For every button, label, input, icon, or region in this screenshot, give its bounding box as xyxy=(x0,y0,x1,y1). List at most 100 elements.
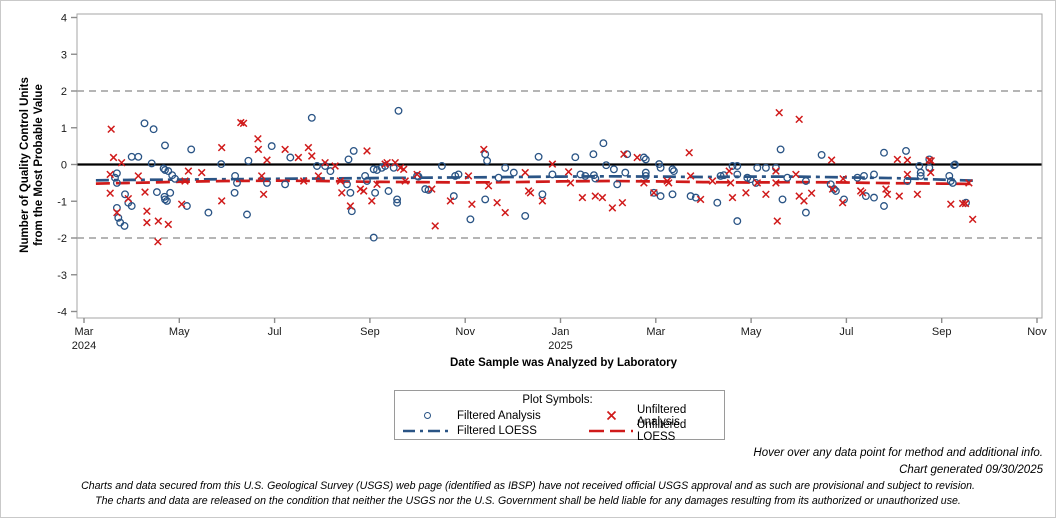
filtered-analysis-point[interactable] xyxy=(641,171,650,180)
filtered-analysis-point[interactable] xyxy=(161,195,169,204)
filtered-analysis-point[interactable] xyxy=(649,188,658,197)
unfiltered-analysis-point[interactable] xyxy=(184,167,193,175)
unfiltered-analysis-point[interactable] xyxy=(578,193,587,202)
filtered-analysis-point[interactable] xyxy=(363,177,371,185)
filtered-analysis-point[interactable] xyxy=(948,178,957,187)
filtered-analysis-point[interactable] xyxy=(719,171,728,180)
unfiltered-analysis-point[interactable] xyxy=(883,190,892,199)
filtered-analysis-point[interactable] xyxy=(111,173,119,182)
filtered-analysis-point[interactable] xyxy=(187,145,196,154)
unfiltered-analysis-point[interactable] xyxy=(686,172,695,180)
filtered-analysis-point[interactable] xyxy=(641,155,650,164)
unfiltered-analysis-point[interactable] xyxy=(620,150,628,159)
unfiltered-analysis-point[interactable] xyxy=(484,181,493,190)
unfiltered-analysis-point[interactable] xyxy=(217,143,226,152)
unfiltered-analysis-point[interactable] xyxy=(164,220,173,229)
unfiltered-analysis-point[interactable] xyxy=(399,165,408,174)
filtered-analysis-point[interactable] xyxy=(217,160,226,169)
filtered-analysis-point[interactable] xyxy=(307,113,316,122)
unfiltered-analysis-point[interactable] xyxy=(106,170,115,179)
unfiltered-analysis-point[interactable] xyxy=(807,189,816,198)
unfiltered-analysis-point[interactable] xyxy=(664,179,673,187)
filtered-analysis-point[interactable] xyxy=(716,171,725,180)
filtered-analysis-point[interactable] xyxy=(349,146,358,155)
filtered-analysis-point[interactable] xyxy=(112,178,121,187)
filtered-analysis-point[interactable] xyxy=(686,192,695,201)
filtered-analysis-point[interactable] xyxy=(840,195,848,204)
filtered-analysis-point[interactable] xyxy=(538,190,547,199)
unfiltered-analysis-point[interactable] xyxy=(259,190,268,199)
unfiltered-analysis-point[interactable] xyxy=(650,188,658,197)
unfiltered-analysis-point[interactable] xyxy=(134,172,143,180)
unfiltered-analysis-point[interactable] xyxy=(965,179,973,187)
filtered-analysis-point[interactable] xyxy=(801,208,810,217)
unfiltered-analysis-point[interactable] xyxy=(882,185,890,193)
unfiltered-analysis-point[interactable] xyxy=(526,188,535,197)
filtered-analysis-point[interactable] xyxy=(369,165,378,174)
unfiltered-analysis-point[interactable] xyxy=(217,197,226,205)
filtered-analysis-point[interactable] xyxy=(437,162,446,170)
filtered-analysis-point[interactable] xyxy=(481,150,490,159)
unfiltered-analysis-point[interactable] xyxy=(772,179,780,187)
unfiltered-analysis-point[interactable] xyxy=(685,148,694,157)
unfiltered-analysis-point[interactable] xyxy=(346,202,355,210)
filtered-analysis-point[interactable] xyxy=(120,221,129,230)
filtered-analysis-point[interactable] xyxy=(384,187,393,195)
unfiltered-analysis-point[interactable] xyxy=(946,200,955,209)
filtered-analysis-point[interactable] xyxy=(581,171,590,180)
filtered-analysis-point[interactable] xyxy=(880,202,888,210)
unfiltered-analysis-point[interactable] xyxy=(772,167,780,175)
filtered-analysis-point[interactable] xyxy=(421,185,430,194)
filtered-analysis-point[interactable] xyxy=(267,142,276,151)
unfiltered-analysis-point[interactable] xyxy=(926,168,935,177)
unfiltered-analysis-point[interactable] xyxy=(726,179,735,187)
filtered-analysis-point[interactable] xyxy=(286,153,295,162)
unfiltered-analysis-point[interactable] xyxy=(800,197,808,205)
unfiltered-analysis-point[interactable] xyxy=(961,199,970,208)
filtered-analysis-point[interactable] xyxy=(501,163,510,172)
unfiltered-analysis-point[interactable] xyxy=(753,179,762,187)
filtered-analysis-point[interactable] xyxy=(494,173,503,182)
filtered-analysis-point[interactable] xyxy=(861,192,870,201)
filtered-analysis-point[interactable] xyxy=(753,163,762,172)
filtered-analysis-point[interactable] xyxy=(830,185,838,194)
unfiltered-analysis-point[interactable] xyxy=(263,156,271,164)
filtered-analysis-point[interactable] xyxy=(613,180,622,189)
unfiltered-analysis-point[interactable] xyxy=(598,193,607,202)
filtered-analysis-point[interactable] xyxy=(112,169,121,178)
unfiltered-analysis-point[interactable] xyxy=(107,125,116,134)
unfiltered-analysis-point[interactable] xyxy=(367,197,376,205)
filtered-analysis-point[interactable] xyxy=(903,177,912,185)
unfiltered-analysis-point[interactable] xyxy=(903,170,912,179)
filtered-analysis-point[interactable] xyxy=(599,139,608,148)
filtered-analysis-point[interactable] xyxy=(817,150,826,159)
filtered-analysis-point[interactable] xyxy=(281,180,290,189)
unfiltered-analysis-point[interactable] xyxy=(307,152,316,160)
unfiltered-analysis-point[interactable] xyxy=(373,180,381,189)
filtered-analysis-point[interactable] xyxy=(509,168,518,177)
unfiltered-analysis-point[interactable] xyxy=(725,167,734,175)
filtered-analysis-point[interactable] xyxy=(916,168,925,177)
filtered-analysis-point[interactable] xyxy=(602,161,611,170)
filtered-analysis-point[interactable] xyxy=(481,195,490,204)
unfiltered-analysis-point[interactable] xyxy=(154,217,163,225)
filtered-analysis-point[interactable] xyxy=(112,203,121,212)
filtered-analysis-point[interactable] xyxy=(831,187,840,195)
unfiltered-analysis-point[interactable] xyxy=(257,172,266,180)
unfiltered-analysis-point[interactable] xyxy=(143,218,151,227)
filtered-analysis-point[interactable] xyxy=(870,170,878,179)
unfiltered-analysis-point[interactable] xyxy=(359,187,368,195)
filtered-analysis-point[interactable] xyxy=(591,174,600,183)
filtered-analysis-point[interactable] xyxy=(152,188,161,197)
unfiltered-analysis-point[interactable] xyxy=(493,198,501,207)
filtered-analysis-point[interactable] xyxy=(951,160,959,169)
filtered-analysis-point[interactable] xyxy=(733,170,742,179)
unfiltered-analysis-point[interactable] xyxy=(181,177,189,185)
unfiltered-analysis-point[interactable] xyxy=(143,207,151,216)
unfiltered-analysis-point[interactable] xyxy=(958,199,967,208)
filtered-analysis-point[interactable] xyxy=(393,195,402,204)
unfiltered-analysis-point[interactable] xyxy=(913,190,922,199)
filtered-analysis-point[interactable] xyxy=(182,202,191,210)
unfiltered-analysis-point[interactable] xyxy=(197,168,206,177)
unfiltered-analysis-point[interactable] xyxy=(299,177,308,185)
